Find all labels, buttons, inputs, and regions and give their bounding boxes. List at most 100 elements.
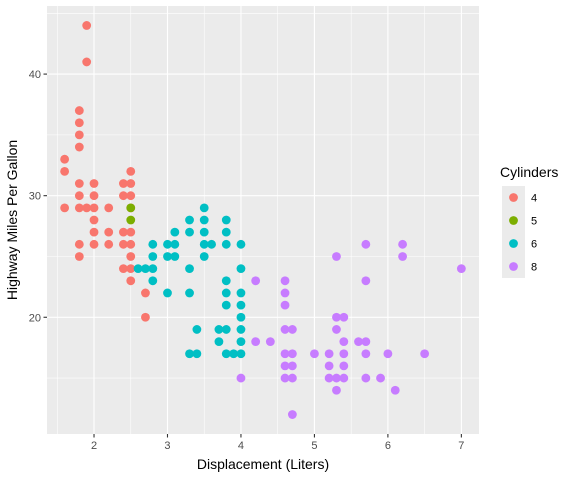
data-point-cyl-8 — [324, 361, 334, 371]
data-point-cyl-8 — [287, 373, 297, 383]
data-point-cyl-6 — [199, 227, 209, 237]
data-point-cyl-8 — [398, 239, 407, 249]
x-axis: 2 3 4 5 6 7 — [91, 434, 464, 452]
data-point-cyl-6 — [221, 239, 231, 249]
data-point-cyl-4 — [74, 179, 84, 188]
data-point-cyl-8 — [287, 410, 297, 419]
data-point-cyl-8 — [456, 264, 466, 274]
data-point-cyl-8 — [332, 252, 341, 261]
data-point-cyl-8 — [339, 337, 349, 346]
data-point-cyl-8 — [390, 385, 400, 395]
data-point-cyl-4 — [60, 166, 70, 176]
y-tick-label: 40 — [29, 69, 41, 81]
data-point-cyl-8 — [280, 276, 290, 286]
data-point-cyl-4 — [60, 203, 70, 213]
data-point-cyl-6 — [221, 215, 231, 225]
data-point-cyl-4 — [104, 227, 114, 237]
data-point-cyl-4 — [89, 191, 99, 201]
data-point-cyl-8 — [332, 312, 341, 322]
plot-background — [47, 6, 479, 434]
data-point-cyl-4 — [74, 239, 84, 249]
data-point-cyl-8 — [280, 361, 290, 371]
x-tick-label: 5 — [311, 440, 317, 452]
data-point-cyl-4 — [141, 312, 150, 322]
data-point-cyl-4 — [104, 203, 114, 213]
legend-key-6 — [509, 239, 518, 248]
data-point-cyl-8 — [361, 373, 371, 383]
data-point-cyl-6 — [185, 264, 194, 274]
data-point-cyl-5 — [126, 203, 136, 213]
data-point-cyl-4 — [126, 227, 136, 237]
data-point-cyl-8 — [398, 252, 407, 261]
data-point-cyl-6 — [199, 239, 209, 249]
data-point-cyl-8 — [265, 337, 275, 346]
data-point-cyl-8 — [339, 349, 349, 359]
data-point-cyl-4 — [126, 166, 136, 176]
data-point-cyl-4 — [82, 57, 92, 67]
data-point-cyl-4 — [126, 239, 136, 249]
data-point-cyl-4 — [74, 106, 84, 115]
data-point-cyl-8 — [383, 349, 393, 359]
legend-title: Cylinders — [500, 164, 558, 180]
data-point-cyl-8 — [310, 349, 319, 359]
y-axis-title: Highway Miles Per Gallon — [4, 140, 20, 300]
data-point-cyl-8 — [354, 337, 363, 346]
data-point-cyl-6 — [199, 203, 209, 213]
data-point-cyl-8 — [332, 373, 341, 383]
data-point-cyl-8 — [280, 300, 290, 310]
x-axis-title: Displacement (Liters) — [197, 456, 329, 472]
data-point-cyl-8 — [376, 373, 385, 383]
data-point-cyl-6 — [221, 325, 231, 334]
data-point-cyl-4 — [119, 191, 128, 201]
data-point-cyl-6 — [170, 239, 180, 249]
data-point-cyl-8 — [324, 349, 334, 359]
data-point-cyl-6 — [236, 349, 246, 359]
data-point-cyl-8 — [280, 373, 290, 383]
data-point-cyl-4 — [119, 264, 128, 274]
data-point-cyl-6 — [163, 288, 172, 298]
data-point-cyl-8 — [280, 288, 290, 298]
data-point-cyl-8 — [361, 349, 371, 359]
legend-label-4: 4 — [531, 193, 537, 205]
legend: Cylinders 4 5 6 8 — [500, 164, 558, 278]
data-point-cyl-4 — [82, 21, 92, 30]
data-point-cyl-4 — [74, 191, 84, 201]
data-point-cyl-5 — [126, 215, 136, 225]
x-tick-label: 6 — [385, 440, 391, 452]
x-tick-label: 3 — [164, 440, 170, 452]
x-tick-label: 4 — [238, 440, 244, 452]
grid-minor — [47, 6, 479, 434]
data-point-cyl-8 — [324, 373, 334, 383]
data-point-cyl-4 — [74, 118, 84, 128]
x-tick-label: 7 — [458, 440, 464, 452]
data-point-cyl-4 — [89, 203, 99, 213]
data-point-cyl-6 — [148, 264, 158, 274]
legend-label-8: 8 — [531, 262, 537, 274]
data-point-cyl-4 — [89, 215, 99, 225]
data-point-cyl-4 — [141, 288, 150, 298]
legend-key-5 — [509, 216, 518, 225]
data-point-cyl-8 — [287, 325, 297, 334]
legend-key-4 — [509, 193, 518, 202]
data-point-cyl-6 — [236, 300, 246, 310]
data-point-cyl-4 — [126, 264, 136, 274]
data-point-cyl-6 — [141, 264, 150, 274]
data-point-cyl-6 — [170, 252, 180, 261]
data-point-cyl-4 — [89, 239, 99, 249]
data-point-cyl-8 — [339, 373, 349, 383]
data-point-cyl-6 — [221, 227, 231, 237]
data-point-cyl-8 — [361, 276, 371, 286]
data-point-cyl-6 — [163, 239, 172, 249]
legend-label-5: 5 — [531, 216, 537, 228]
data-point-cyl-8 — [280, 325, 290, 334]
data-point-cyl-8 — [287, 349, 297, 359]
data-point-cyl-4 — [119, 239, 128, 249]
data-point-cyl-8 — [236, 373, 246, 383]
data-point-cyl-6 — [236, 264, 246, 274]
data-point-cyl-8 — [361, 337, 371, 346]
data-point-cyl-8 — [251, 337, 261, 346]
x-tick-label: 2 — [91, 440, 97, 452]
data-point-cyl-6 — [185, 215, 194, 225]
data-point-cyl-6 — [221, 288, 231, 298]
